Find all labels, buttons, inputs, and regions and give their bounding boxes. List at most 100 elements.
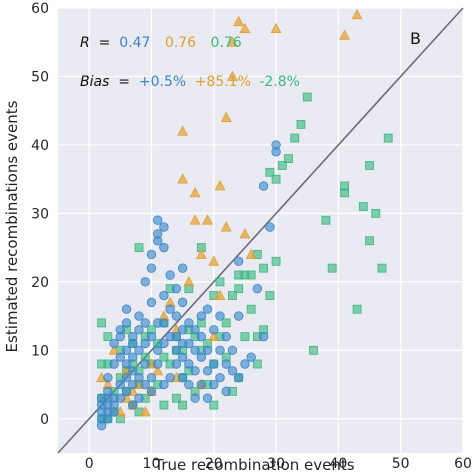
data-point-triangle bbox=[108, 344, 120, 355]
data-point-circle bbox=[215, 311, 225, 321]
y-tick-label: 40 bbox=[31, 138, 49, 154]
data-markers bbox=[96, 8, 393, 431]
data-point-circle bbox=[221, 359, 231, 369]
data-point-circle bbox=[134, 311, 144, 321]
data-point-circle bbox=[109, 359, 119, 369]
data-point-circle bbox=[146, 297, 157, 308]
data-point-square bbox=[252, 359, 262, 369]
data-point-circle bbox=[252, 283, 263, 294]
data-point-circle bbox=[184, 318, 194, 328]
data-point-circle bbox=[159, 242, 169, 253]
data-point-circle bbox=[165, 372, 175, 383]
data-point-circle bbox=[121, 372, 132, 383]
data-point-circle bbox=[146, 331, 157, 342]
data-point-square bbox=[265, 291, 275, 300]
data-point-circle bbox=[152, 215, 163, 225]
data-point-square bbox=[309, 345, 318, 355]
data-point-circle bbox=[152, 359, 163, 369]
data-point-circle bbox=[121, 386, 132, 397]
data-point-circle bbox=[128, 352, 138, 362]
data-point-triangle bbox=[189, 214, 201, 225]
data-point-square bbox=[296, 119, 306, 129]
data-point-circle bbox=[227, 345, 238, 356]
data-point-circle bbox=[103, 372, 113, 383]
data-point-square bbox=[134, 243, 144, 253]
data-point-circle bbox=[103, 386, 113, 397]
data-point-circle bbox=[121, 359, 132, 369]
data-point-circle bbox=[171, 283, 182, 294]
data-point-circle bbox=[196, 352, 207, 362]
data-point-triangle bbox=[226, 70, 238, 81]
bias-label: Bias bbox=[80, 74, 109, 90]
data-point-circle bbox=[165, 304, 175, 314]
x-tick-label: 50 bbox=[392, 456, 410, 472]
data-point-square bbox=[209, 400, 219, 410]
x-tick-label: 60 bbox=[454, 456, 472, 472]
data-point-circle bbox=[221, 331, 231, 342]
data-point-square bbox=[340, 181, 350, 191]
data-point-circle bbox=[152, 229, 163, 239]
data-point-square bbox=[246, 304, 256, 314]
data-point-square bbox=[159, 352, 169, 362]
data-point-square bbox=[277, 161, 287, 170]
data-point-circle bbox=[140, 338, 150, 349]
data-point-circle bbox=[209, 359, 219, 369]
data-point-square bbox=[103, 332, 113, 342]
data-point-circle bbox=[271, 140, 281, 150]
data-point-circle bbox=[146, 249, 157, 260]
data-point-circle bbox=[196, 311, 207, 321]
data-point-square bbox=[302, 92, 312, 102]
r-label: R bbox=[80, 35, 90, 51]
data-point-circle bbox=[171, 359, 182, 369]
data-point-triangle bbox=[139, 406, 151, 417]
data-point-circle bbox=[115, 352, 126, 362]
data-point-triangle bbox=[239, 22, 251, 33]
data-point-circle bbox=[159, 290, 169, 301]
data-point-square bbox=[259, 263, 269, 273]
data-point-circle bbox=[177, 297, 188, 308]
data-point-circle bbox=[215, 345, 225, 356]
data-point-circle bbox=[140, 277, 150, 287]
data-point-square bbox=[265, 167, 275, 177]
r-value-green: 0.76 bbox=[211, 35, 242, 51]
data-point-circle bbox=[171, 345, 182, 356]
bias-equals: = bbox=[114, 74, 135, 90]
data-point-square bbox=[321, 215, 331, 225]
x-tick-label: 0 bbox=[85, 456, 94, 472]
data-point-triangle bbox=[177, 173, 189, 184]
data-point-square bbox=[171, 393, 181, 403]
data-point-square bbox=[240, 332, 250, 342]
data-point-circle bbox=[233, 311, 244, 321]
data-point-circle bbox=[184, 359, 194, 369]
y-tick-label: 20 bbox=[31, 275, 49, 291]
data-point-square bbox=[377, 263, 387, 273]
data-point-square bbox=[234, 284, 244, 294]
r-value-blue: 0.47 bbox=[119, 35, 150, 51]
data-point-triangle bbox=[233, 15, 245, 27]
data-point-circle bbox=[233, 256, 244, 267]
data-point-circle bbox=[215, 372, 225, 383]
panel-label: B bbox=[410, 29, 421, 48]
data-point-circle bbox=[202, 366, 213, 376]
data-point-circle bbox=[121, 345, 132, 356]
data-point-square bbox=[271, 256, 281, 266]
data-point-circle bbox=[134, 393, 144, 403]
data-point-square bbox=[327, 263, 337, 273]
data-point-triangle bbox=[183, 275, 195, 287]
data-point-circle bbox=[209, 325, 219, 335]
y-tick-label: 0 bbox=[40, 412, 49, 428]
data-point-triangle bbox=[214, 289, 226, 300]
data-point-triangle bbox=[189, 186, 201, 198]
data-point-square bbox=[352, 304, 362, 314]
data-point-circle bbox=[184, 338, 194, 349]
data-point-circle bbox=[202, 393, 213, 403]
data-point-circle bbox=[221, 386, 231, 397]
data-point-triangle bbox=[351, 8, 363, 20]
data-point-triangle bbox=[220, 111, 232, 122]
data-point-circle bbox=[115, 325, 126, 335]
data-point-square bbox=[246, 270, 256, 280]
data-point-circle bbox=[109, 338, 119, 349]
data-point-square bbox=[228, 291, 237, 300]
x-tick-label: 10 bbox=[143, 456, 161, 472]
data-point-square bbox=[271, 174, 281, 184]
